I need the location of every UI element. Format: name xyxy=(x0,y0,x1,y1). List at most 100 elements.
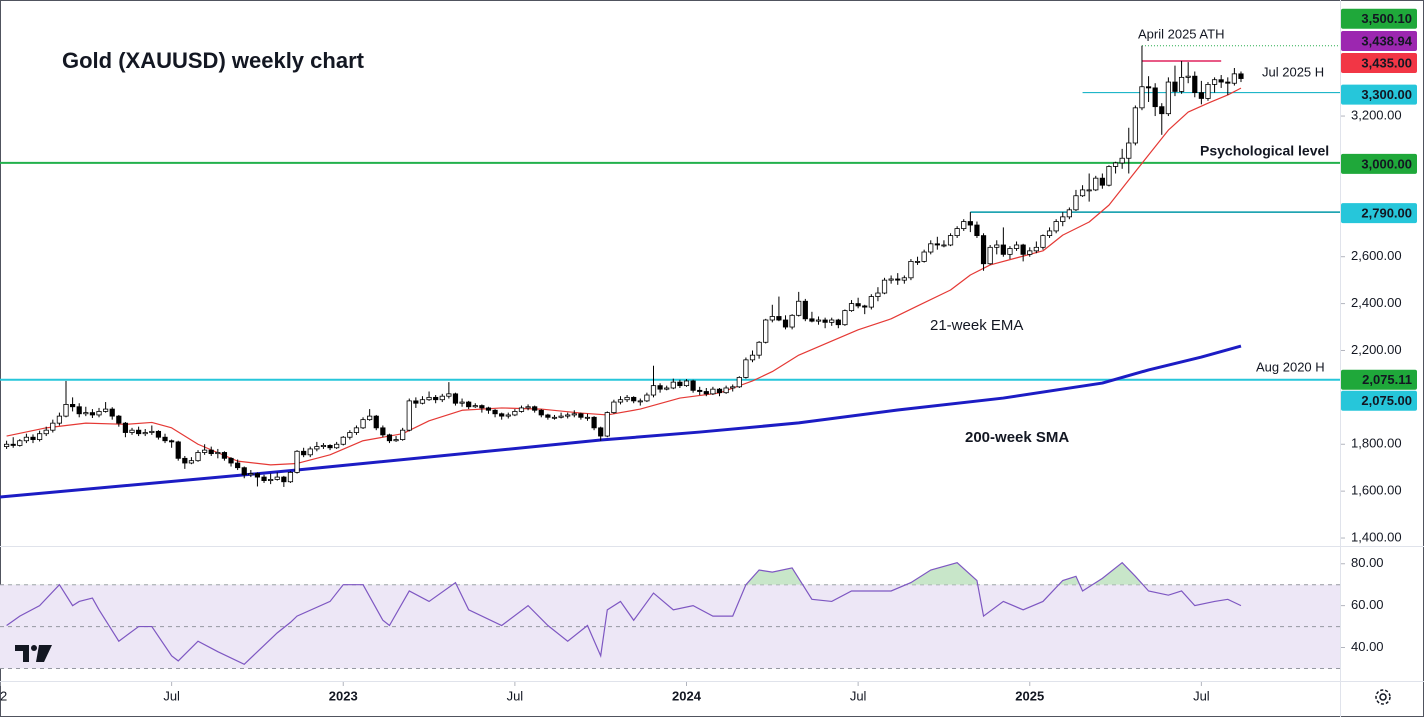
price-tag-label: 2,790.00 xyxy=(1361,206,1412,221)
candle-body xyxy=(1093,177,1099,191)
candle-body xyxy=(571,413,577,416)
y-tick-label: 2,200.00 xyxy=(1351,342,1402,357)
candle-body xyxy=(1238,73,1244,79)
candle-body xyxy=(327,445,333,449)
candle-body xyxy=(901,277,907,281)
candle-body xyxy=(829,319,835,323)
candle-body xyxy=(888,278,894,281)
candle-body xyxy=(670,381,676,389)
y-tick-label: 1,800.00 xyxy=(1351,436,1402,451)
candle-body xyxy=(109,408,115,417)
candle-body xyxy=(604,412,610,437)
candle-body xyxy=(934,243,940,246)
candle-body xyxy=(413,400,419,404)
candle-body xyxy=(406,400,412,431)
candle-body xyxy=(439,395,445,401)
candle-body xyxy=(921,251,927,262)
candle-body xyxy=(565,414,571,417)
y-tick-label: 2,600.00 xyxy=(1351,248,1402,263)
y-tick-label: 1,400.00 xyxy=(1351,529,1402,544)
candle-body xyxy=(749,354,756,361)
candle-body xyxy=(268,479,274,481)
candle-body xyxy=(23,436,30,442)
candle-body xyxy=(578,413,584,418)
candle-body xyxy=(1132,107,1138,144)
candle-body xyxy=(947,235,954,246)
candle-body xyxy=(743,359,749,378)
candle-body xyxy=(591,416,597,429)
candle-body xyxy=(1099,177,1105,186)
price-tag-label: 3,435.00 xyxy=(1361,55,1412,70)
candle-body xyxy=(855,303,861,307)
candle-body xyxy=(248,473,254,476)
candle-body xyxy=(736,377,742,388)
candle-body xyxy=(1231,73,1237,84)
candle-body xyxy=(122,422,129,433)
candle-body xyxy=(353,427,360,433)
candle-body xyxy=(56,415,63,424)
candle-body xyxy=(169,440,175,443)
candle-body xyxy=(30,436,36,440)
y-tick-label: 2,400.00 xyxy=(1351,295,1402,310)
rsi-tick-label: 60.00 xyxy=(1351,597,1384,612)
candle-body xyxy=(1027,250,1033,255)
price-tag-label: 3,500.10 xyxy=(1361,11,1412,26)
x-tick-label: 2023 xyxy=(329,688,358,703)
candle-body xyxy=(129,429,135,433)
candle-body xyxy=(677,381,683,387)
candle-body xyxy=(221,452,228,459)
candle-body xyxy=(598,427,604,437)
candle-body xyxy=(367,415,373,421)
candle-body xyxy=(459,401,465,404)
y-tick-label: 1,600.00 xyxy=(1351,483,1402,498)
candle-body xyxy=(683,380,690,387)
candle-body xyxy=(136,429,142,435)
price-tag xyxy=(1341,8,1417,29)
candle-body xyxy=(281,476,287,483)
candle-body xyxy=(261,476,267,481)
level-label: April 2025 ATH xyxy=(1138,26,1224,41)
candle-body xyxy=(287,471,294,483)
settings-icon[interactable] xyxy=(1375,689,1391,705)
candle-body xyxy=(334,443,340,449)
candle-body xyxy=(83,412,89,415)
x-tick-label: Jul xyxy=(163,688,180,703)
candle-body xyxy=(1178,76,1185,92)
candle-body xyxy=(848,303,855,312)
candle-body xyxy=(961,221,967,229)
candle-body xyxy=(485,407,492,411)
candle-body xyxy=(301,450,307,456)
candle-body xyxy=(400,429,406,440)
candle-body xyxy=(1020,244,1026,255)
logo xyxy=(15,645,52,662)
candle-body xyxy=(558,415,564,418)
candle-body xyxy=(703,391,709,395)
axes: 3,200.00 2,600.00 2,400.00 2,200.00 1,800.00… xyxy=(0,8,1417,703)
rsi-line xyxy=(6,561,1242,665)
candle-body xyxy=(512,411,518,416)
ma-line xyxy=(0,344,1242,499)
price-tag xyxy=(1341,84,1417,105)
candle-body xyxy=(1033,246,1039,252)
rsi-tick-label: 80.00 xyxy=(1351,555,1384,570)
candle-body xyxy=(1066,209,1072,218)
candle-body xyxy=(980,235,987,265)
candle-body xyxy=(1079,189,1086,197)
candle-body xyxy=(472,405,478,408)
candle-body xyxy=(928,243,934,253)
candle-body xyxy=(254,473,261,478)
candle-body xyxy=(1159,106,1165,115)
candle-body xyxy=(182,457,188,464)
candle-body xyxy=(446,393,452,397)
candle-body xyxy=(320,445,327,447)
candle-body xyxy=(188,460,195,464)
level-label: Aug 2020 H xyxy=(1256,359,1325,374)
candle-body xyxy=(974,224,980,237)
candle-body xyxy=(1165,81,1171,115)
candle-body xyxy=(1053,221,1059,232)
candle-body xyxy=(1225,81,1231,84)
candle-body xyxy=(1205,83,1211,99)
candle-body xyxy=(1126,142,1132,159)
candle-body xyxy=(228,457,234,464)
candle-body xyxy=(116,415,122,424)
